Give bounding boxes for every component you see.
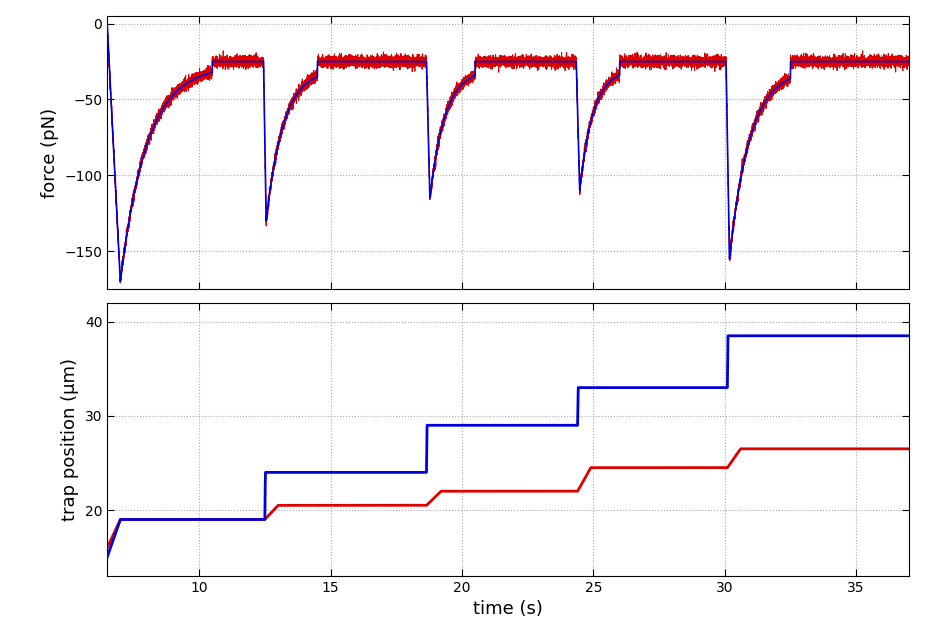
Y-axis label: force (pN): force (pN): [41, 108, 59, 198]
Y-axis label: trap position (μm): trap position (μm): [62, 358, 79, 521]
X-axis label: time (s): time (s): [473, 600, 542, 618]
